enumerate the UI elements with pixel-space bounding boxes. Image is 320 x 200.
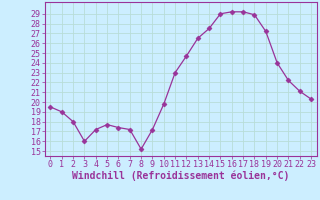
X-axis label: Windchill (Refroidissement éolien,°C): Windchill (Refroidissement éolien,°C) — [72, 171, 290, 181]
